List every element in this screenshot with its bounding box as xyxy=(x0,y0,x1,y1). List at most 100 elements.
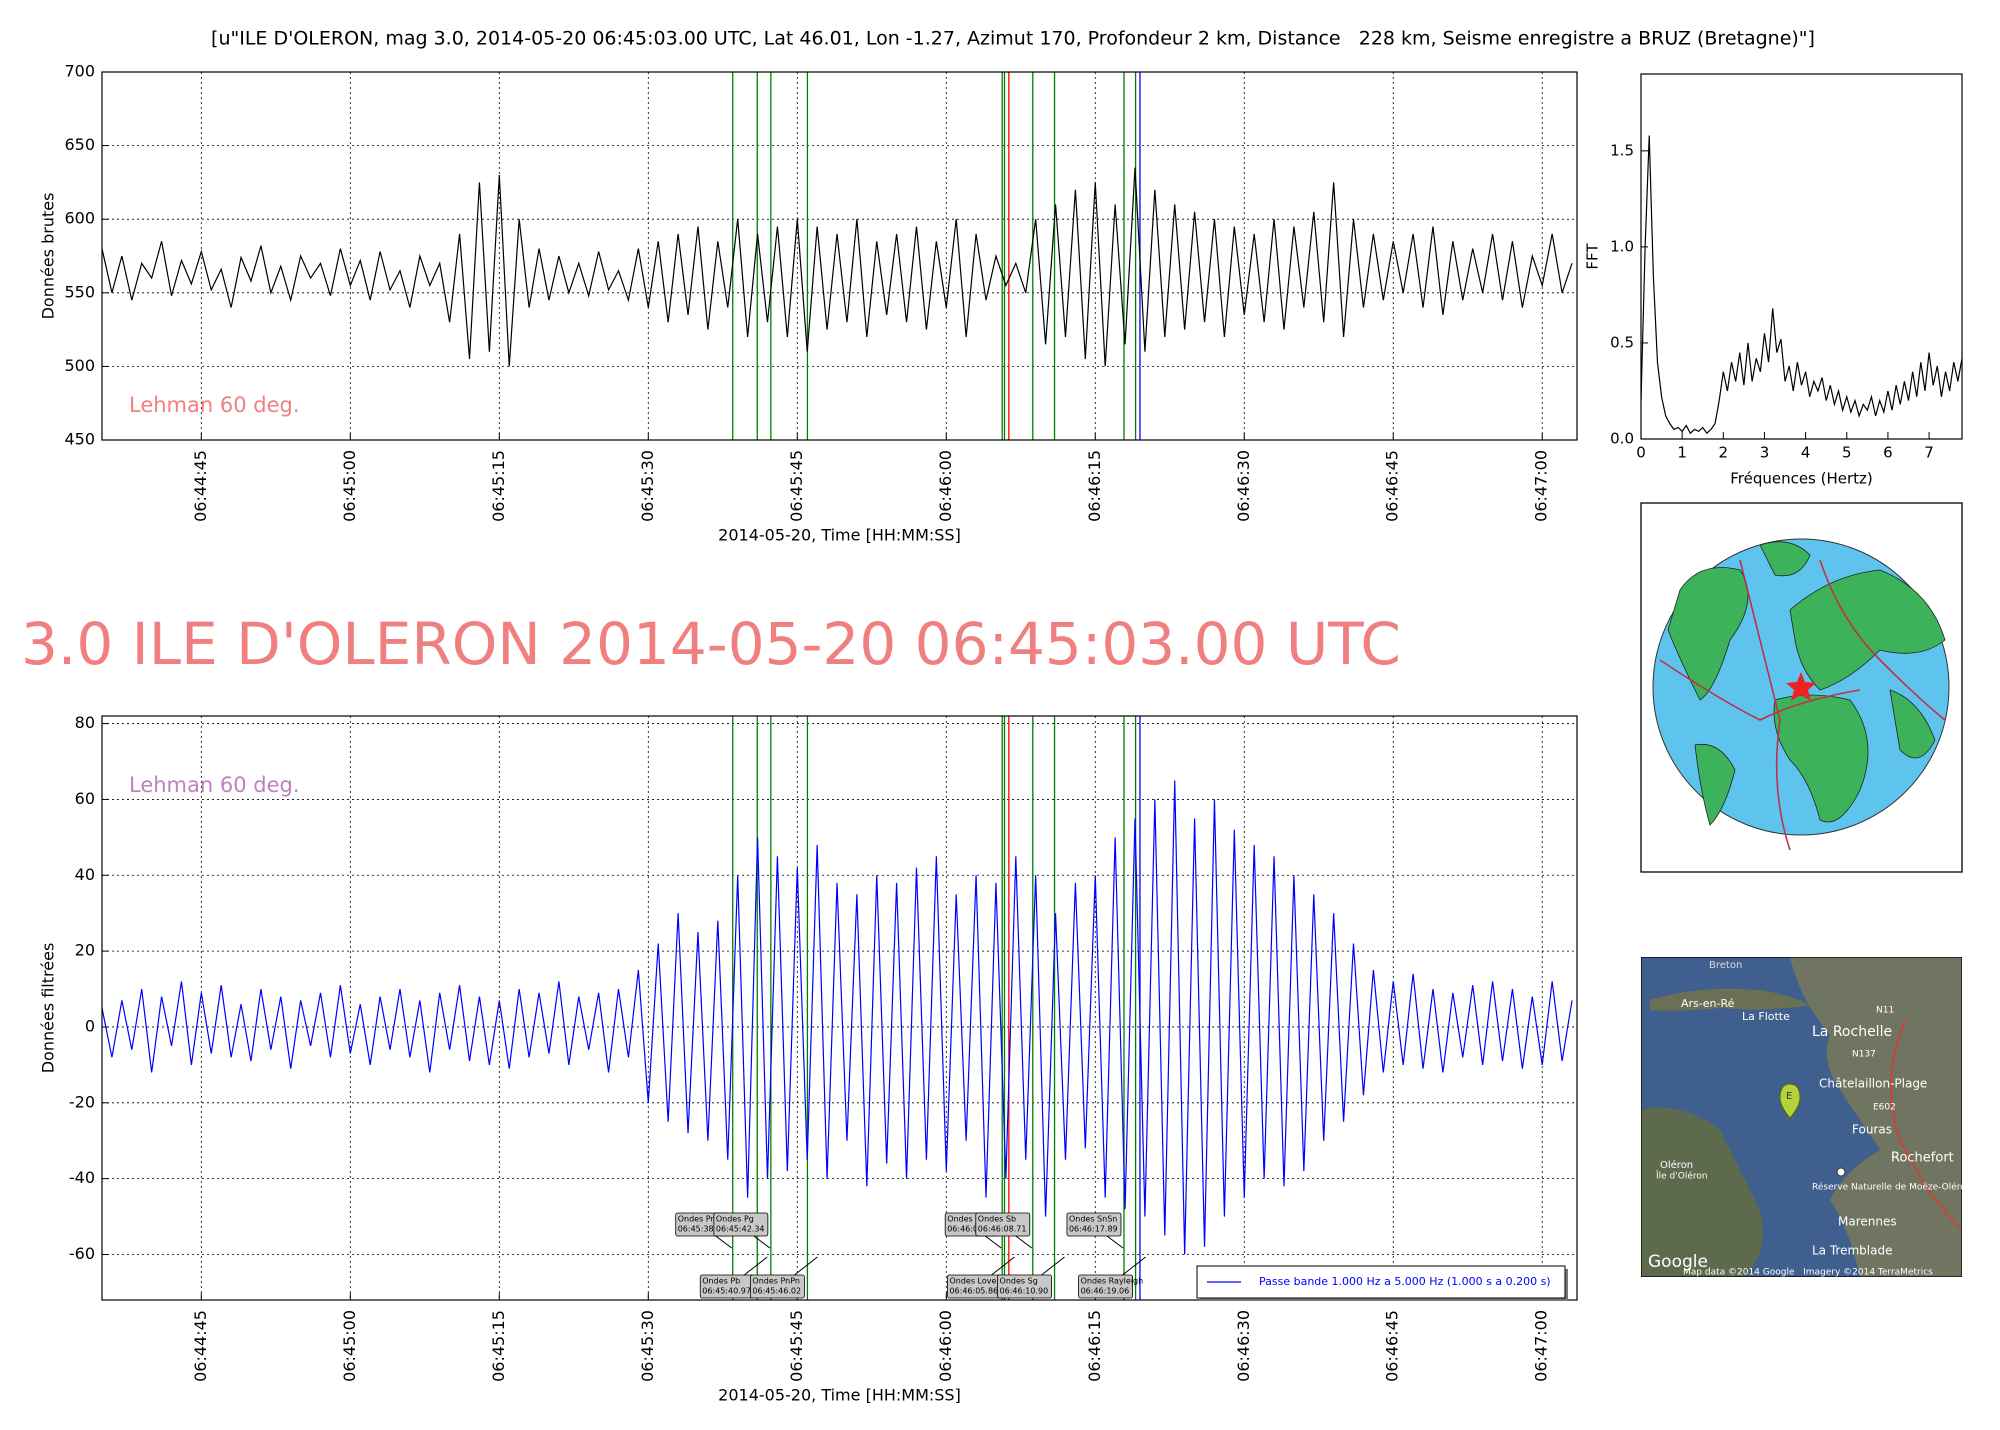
chart: 450 500 550 600 650 700 06:44:45 06:45:00 06:45:… xyxy=(39,62,1578,545)
x-tick-label: 1 xyxy=(1677,444,1687,462)
x-tick-label: 3 xyxy=(1760,444,1770,462)
annotation: Lehman 60 deg. xyxy=(129,393,300,417)
y-tick-label: 60 xyxy=(75,789,95,808)
pick-arrow xyxy=(1106,1235,1124,1249)
map-label: Fouras xyxy=(1852,1123,1892,1137)
x-tick-label: 06:47:00 xyxy=(1532,1310,1551,1382)
map-label: E xyxy=(1786,1091,1792,1102)
y-tick-label: 40 xyxy=(75,865,95,884)
x-tick-label: 5 xyxy=(1842,444,1852,462)
x-tick-label: 06:45:45 xyxy=(787,450,806,522)
map-label: Marennes xyxy=(1838,1215,1897,1229)
pick-label: Ondes Pb xyxy=(702,1277,740,1286)
annotation: Lehman 60 deg. xyxy=(129,773,300,797)
pick-time: 06:46:10.90 xyxy=(1000,1287,1049,1296)
trace xyxy=(102,780,1573,1255)
pick-time: 06:46:05.63 xyxy=(947,1225,996,1234)
x-axis-label: Fréquences (Hertz) xyxy=(1730,470,1873,488)
plot-area xyxy=(1641,74,1962,439)
map-label: Île d'Oléron xyxy=(1655,1170,1708,1182)
pick-arrow xyxy=(794,1256,818,1276)
y-axis-label: Données brutes xyxy=(39,193,58,320)
x-tick-label: 06:45:15 xyxy=(489,450,508,522)
y-tick-label: 20 xyxy=(75,941,95,960)
x-tick-label: 06:45:45 xyxy=(787,1310,806,1382)
x-tick-label: 06:45:00 xyxy=(340,1310,359,1382)
pick-arrow xyxy=(743,1256,768,1276)
trace xyxy=(102,167,1573,367)
y-axis-label: Données filtrées xyxy=(39,943,58,1074)
y-tick-label: 1.0 xyxy=(1610,237,1634,255)
headline: 3.0 ILE D'OLERON 2014-05-20 06:45:03.00 … xyxy=(21,610,1401,678)
x-tick-label: 06:45:15 xyxy=(489,1310,508,1382)
y-tick-label: 1.5 xyxy=(1610,141,1634,159)
pick-arrow xyxy=(1041,1256,1065,1276)
y-tick-label: 650 xyxy=(64,135,95,154)
pick-box xyxy=(713,1212,769,1237)
pick-time: 06:46:19.06 xyxy=(1081,1287,1130,1296)
y-tick-label: 700 xyxy=(64,62,95,81)
map-label: Rochefort xyxy=(1891,1151,1954,1166)
x-tick-label: 06:46:15 xyxy=(1085,1310,1104,1382)
pick-label: Ondes Rayleigh xyxy=(1081,1277,1144,1286)
legend-label: Passe bande 1.000 Hz a 5.000 Hz (1.000 s… xyxy=(1259,1275,1551,1288)
chart: 0.0 0.5 1.0 1.5 0 1 2 3 4 5 6 7 Fréquences (Hertz) FF… xyxy=(1584,73,1963,488)
x-tick-label: 06:45:30 xyxy=(638,1310,657,1382)
map-label: N11 xyxy=(1876,1006,1894,1016)
map-label: Réserve Naturelle de Moëze-Oléron xyxy=(1812,1182,1971,1193)
x-tick-label: 06:46:15 xyxy=(1085,450,1104,522)
pick-box xyxy=(975,1212,1031,1237)
y-tick-label: 550 xyxy=(64,282,95,301)
chart: -60 -40 -20 0 20 40 60 80 06:44:45 06:45:00 06:45:… xyxy=(39,713,1578,1405)
pick-label: Ondes SnSn xyxy=(1069,1215,1117,1224)
pick-box xyxy=(1066,1212,1122,1237)
pick-arrow xyxy=(984,1235,1002,1249)
x-tick-label: 0 xyxy=(1636,444,1646,462)
y-tick-label: 0.5 xyxy=(1610,333,1634,351)
x-tick-label: 06:46:30 xyxy=(1234,1310,1253,1382)
y-tick-label: 450 xyxy=(64,430,95,449)
x-tick-label: 6 xyxy=(1883,444,1893,462)
pick-arrow xyxy=(715,1235,733,1249)
map-label: Breton xyxy=(1709,960,1742,971)
trace xyxy=(1641,135,1962,435)
x-tick-label: 7 xyxy=(1924,444,1934,462)
x-tick-label: 06:47:00 xyxy=(1532,450,1551,522)
x-tick-label: 06:46:30 xyxy=(1234,450,1253,522)
x-tick-label: 4 xyxy=(1801,444,1811,462)
map xyxy=(1641,957,1962,1277)
map-label: Châtelaillon-Plage xyxy=(1819,1077,1927,1091)
pick-label: Ondes Sg xyxy=(1000,1277,1038,1286)
pick-time: 06:45:38.50 xyxy=(678,1225,727,1234)
pick-time: 06:45:46.02 xyxy=(752,1287,801,1296)
pick-time: 06:46:05.86 xyxy=(949,1287,998,1296)
pick-label: Ondes PnPn xyxy=(752,1277,800,1286)
axes-frame xyxy=(101,715,1578,1301)
y-tick-label: 500 xyxy=(64,356,95,375)
map-label: N137 xyxy=(1852,1050,1876,1060)
map-label: Ars-en-Ré xyxy=(1681,997,1735,1010)
x-tick-label: 06:46:00 xyxy=(936,450,955,522)
pick-arrow xyxy=(753,1235,771,1249)
y-tick-label: 0 xyxy=(85,1016,95,1035)
pick-label: Ondes Love xyxy=(949,1277,996,1286)
pick-label: Ondes Sb xyxy=(978,1215,1016,1224)
pick-label: Ondes Pg xyxy=(716,1215,754,1224)
y-axis-label: FFT xyxy=(1584,243,1602,270)
y-tick-label: 600 xyxy=(64,209,95,228)
x-tick-label: 2 xyxy=(1719,444,1729,462)
pick-time: 06:45:42.34 xyxy=(716,1225,765,1234)
x-tick-label: 06:45:30 xyxy=(638,450,657,522)
y-tick-label: 0.0 xyxy=(1610,430,1634,448)
globe xyxy=(1640,502,1963,873)
figure-title: [u"ILE D'OLERON, mag 3.0, 2014-05-20 06:… xyxy=(211,28,1815,50)
pick-arrow xyxy=(1122,1256,1146,1276)
map-label: La Tremblade xyxy=(1812,1244,1892,1258)
x-axis-label: 2014-05-20, Time [HH:MM:SS] xyxy=(718,1386,961,1405)
pick-time: 06:46:08.71 xyxy=(978,1225,1027,1234)
pick-arrow xyxy=(1015,1235,1033,1249)
map-label: La Rochelle xyxy=(1812,1024,1892,1040)
x-tick-label: 06:44:45 xyxy=(191,450,210,522)
